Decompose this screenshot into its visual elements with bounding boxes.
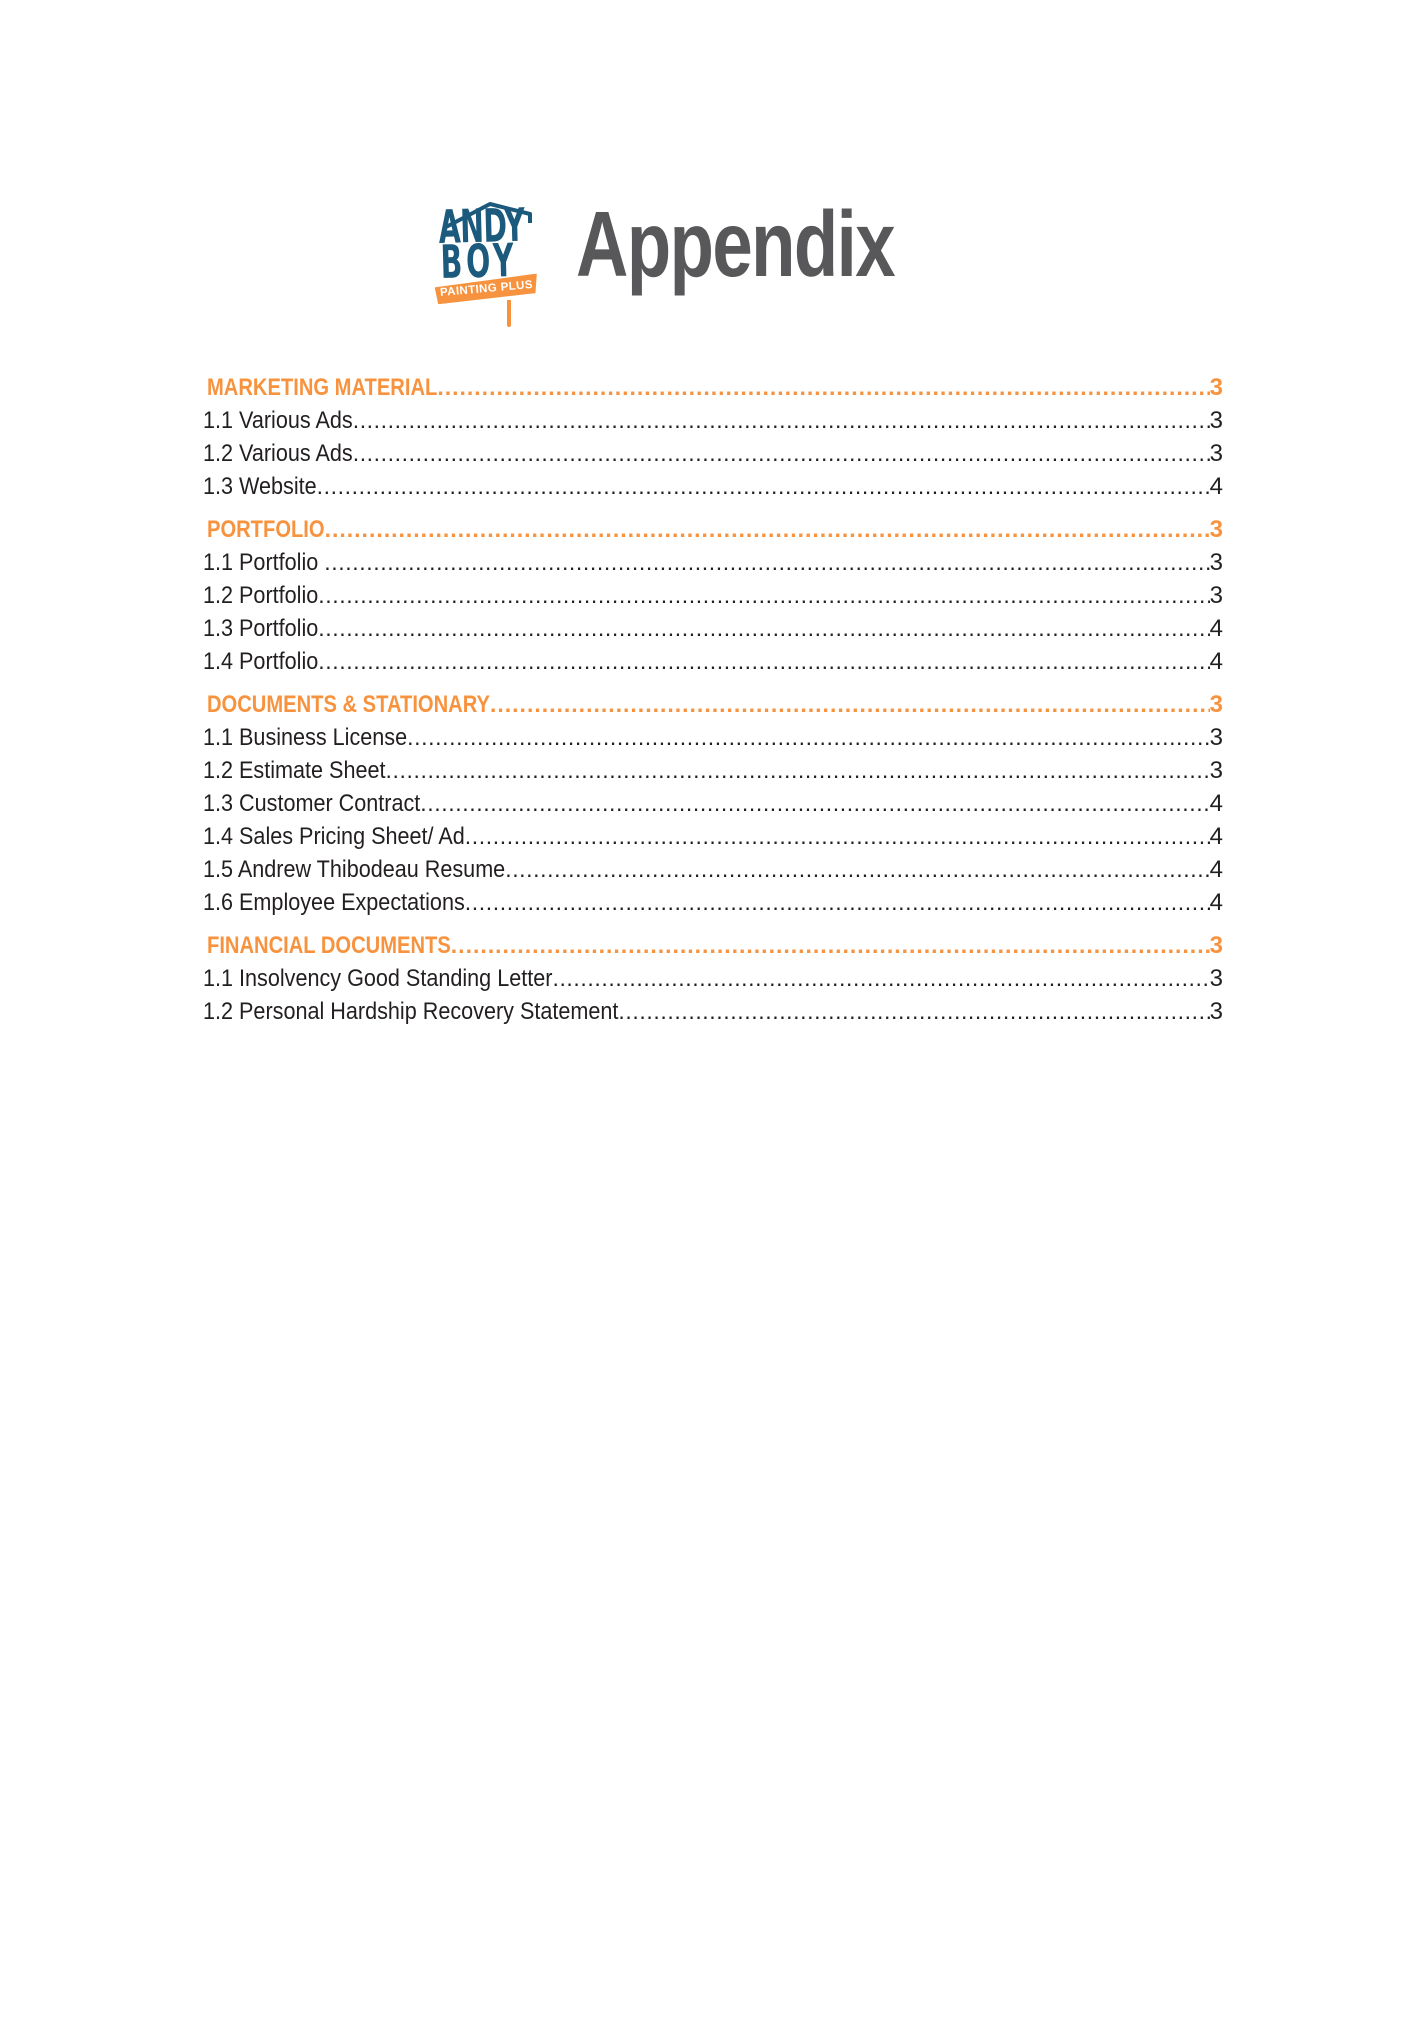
toc-dot-leader: ........................................… [318,582,1209,608]
toc-entry-row: 1.2 Portfolio...........................… [203,579,1223,612]
toc-entry-label: 1.3 Customer Contract [203,790,421,817]
toc-entry-page-number: 4 [1209,823,1223,850]
andy-boy-logo: ANDY BOY PAINTING PLUS [436,197,538,347]
toc-section-row: MARKETING MATERIAL......................… [203,371,1223,404]
toc-dot-leader: ........................................… [407,724,1210,750]
toc-entry-row: 1.1 Various Ads.........................… [203,404,1223,437]
toc-section-row: FINANCIAL DOCUMENTS.....................… [203,929,1223,962]
toc-entry-label: 1.1 Insolvency Good Standing Letter [203,965,553,992]
toc-entry-label: 1.1 Business License [203,724,408,751]
toc-entry-label: 1.5 Andrew Thibodeau Resume [203,856,506,883]
toc-dot-leader: ........................................… [464,823,1210,849]
toc-entry-page-number: 4 [1209,856,1223,883]
toc-entry-label: 1.1 Portfolio [203,549,325,576]
toc-entry-label: 1.2 Portfolio [203,582,319,609]
toc-dot-leader: ........................................… [318,615,1209,641]
logo-cube-outline-icon [445,202,532,229]
toc-entry-label: 1.1 Various Ads [203,407,353,434]
toc-dot-leader: ........................................… [505,856,1209,882]
toc-entry-label: 1.4 Portfolio [203,648,319,675]
toc-entry-label: 1.2 Estimate Sheet [203,757,386,784]
toc-section-row: DOCUMENTS & STATIONARY..................… [203,688,1223,721]
toc-section-label: PORTFOLIO [207,516,325,543]
toc-entry-row: 1.2 Personal Hardship Recovery Statement… [203,995,1223,1028]
toc-dot-leader: ........................................… [420,790,1210,816]
toc-section-label: FINANCIAL DOCUMENTS [207,932,451,959]
toc-entry-row: 1.6 Employee Expectations...............… [203,886,1223,919]
toc-entry-row: 1.1 Portfolio ..........................… [203,546,1223,579]
toc-entry-page-number: 3 [1209,549,1223,576]
toc-dot-leader: ........................................… [464,889,1210,915]
toc-section-page-number: 3 [1209,374,1223,401]
toc-dot-leader: ........................................… [437,374,1209,400]
toc-dot-leader: ........................................… [324,516,1210,542]
toc-entry-label: 1.2 Various Ads [203,440,353,467]
toc-dot-leader: ........................................… [352,440,1210,466]
toc-entry-row: 1.1 Business License....................… [203,721,1223,754]
toc-entry-label: 1.6 Employee Expectations [203,889,465,916]
toc-entry-page-number: 4 [1209,889,1223,916]
toc-entry-page-number: 3 [1209,440,1223,467]
toc-dot-leader: ........................................… [316,473,1210,499]
page-title: Appendix [576,192,896,296]
toc-entry-page-number: 3 [1209,407,1223,434]
toc-dot-leader: ........................................… [352,407,1210,433]
toc-dot-leader: ........................................… [318,648,1209,674]
toc-entry-row: 1.1 Insolvency Good Standing Letter.....… [203,962,1223,995]
logo-paint-drip [507,300,511,327]
toc-entry-label: 1.2 Personal Hardship Recovery Statement [203,998,619,1025]
toc: MARKETING MATERIAL......................… [203,371,1223,1028]
toc-dot-leader: ........................................… [618,998,1209,1024]
toc-dot-leader: ........................................… [490,691,1210,717]
toc-entry-page-number: 4 [1209,648,1223,675]
toc-entry-row: 1.5 Andrew Thibodeau Resume.............… [203,853,1223,886]
toc-dot-leader: ........................................… [552,965,1210,991]
toc-entry-page-number: 4 [1209,790,1223,817]
toc-dot-leader: ........................................… [324,549,1209,575]
toc-dot-leader: ........................................… [385,757,1210,783]
toc-entry-row: 1.4 Portfolio...........................… [203,645,1223,678]
toc-entry-page-number: 3 [1209,965,1223,992]
toc-dot-leader: ........................................… [450,932,1210,958]
toc-section-page-number: 3 [1209,932,1223,959]
toc-entry-page-number: 3 [1209,998,1223,1025]
toc-entry-row: 1.3 Customer Contract...................… [203,787,1223,820]
toc-entry-page-number: 4 [1209,473,1223,500]
toc-entry-page-number: 3 [1209,582,1223,609]
toc-entry-page-number: 3 [1209,757,1223,784]
toc-entry-page-number: 4 [1209,615,1223,642]
toc-entry-page-number: 3 [1209,724,1223,751]
toc-entry-row: 1.3 Website.............................… [203,470,1223,503]
toc-entry-row: 1.2 Estimate Sheet......................… [203,754,1223,787]
toc-entry-label: 1.3 Portfolio [203,615,319,642]
toc-entry-row: 1.3 Portfolio...........................… [203,612,1223,645]
toc-section-label: DOCUMENTS & STATIONARY [207,691,490,718]
toc-section-page-number: 3 [1209,516,1223,543]
toc-entry-row: 1.2 Various Ads.........................… [203,437,1223,470]
toc-section-row: PORTFOLIO...............................… [203,513,1223,546]
toc-section-page-number: 3 [1209,691,1223,718]
toc-section-label: MARKETING MATERIAL [207,374,438,401]
toc-entry-row: 1.4 Sales Pricing Sheet/ Ad.............… [203,820,1223,853]
toc-entry-label: 1.3 Website [203,473,317,500]
toc-entry-label: 1.4 Sales Pricing Sheet/ Ad [203,823,465,850]
